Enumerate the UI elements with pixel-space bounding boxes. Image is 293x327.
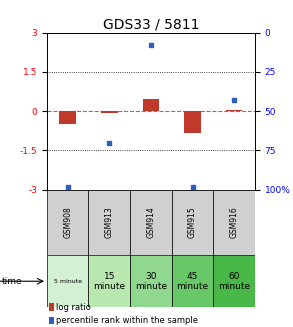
Bar [59,111,76,124]
Bar [130,255,172,307]
Text: GSM915: GSM915 [188,206,197,238]
Text: GSM908: GSM908 [63,206,72,238]
Bar [49,317,54,324]
Text: 45
minute: 45 minute [176,271,209,291]
Bar [172,190,213,255]
Bar [88,255,130,307]
Text: percentile rank within the sample: percentile rank within the sample [56,316,198,325]
Text: 5 minute: 5 minute [54,279,82,284]
Text: GSM916: GSM916 [230,206,239,238]
Text: GSM913: GSM913 [105,206,114,238]
Text: 15
minute: 15 minute [93,271,125,291]
Text: 30
minute: 30 minute [135,271,167,291]
Text: time: time [1,277,22,286]
Bar [47,255,88,307]
Text: GSM914: GSM914 [146,206,155,238]
Text: log ratio: log ratio [56,303,91,312]
Bar [130,190,172,255]
Bar [143,99,159,111]
Bar [101,111,117,113]
Bar [213,255,255,307]
Title: GDS33 / 5811: GDS33 / 5811 [103,18,199,31]
Bar [213,190,255,255]
Bar [88,190,130,255]
Bar [184,111,201,133]
Text: 60
minute: 60 minute [218,271,250,291]
Bar [47,190,88,255]
Bar [49,303,54,311]
Bar [172,255,213,307]
Bar [226,110,242,111]
